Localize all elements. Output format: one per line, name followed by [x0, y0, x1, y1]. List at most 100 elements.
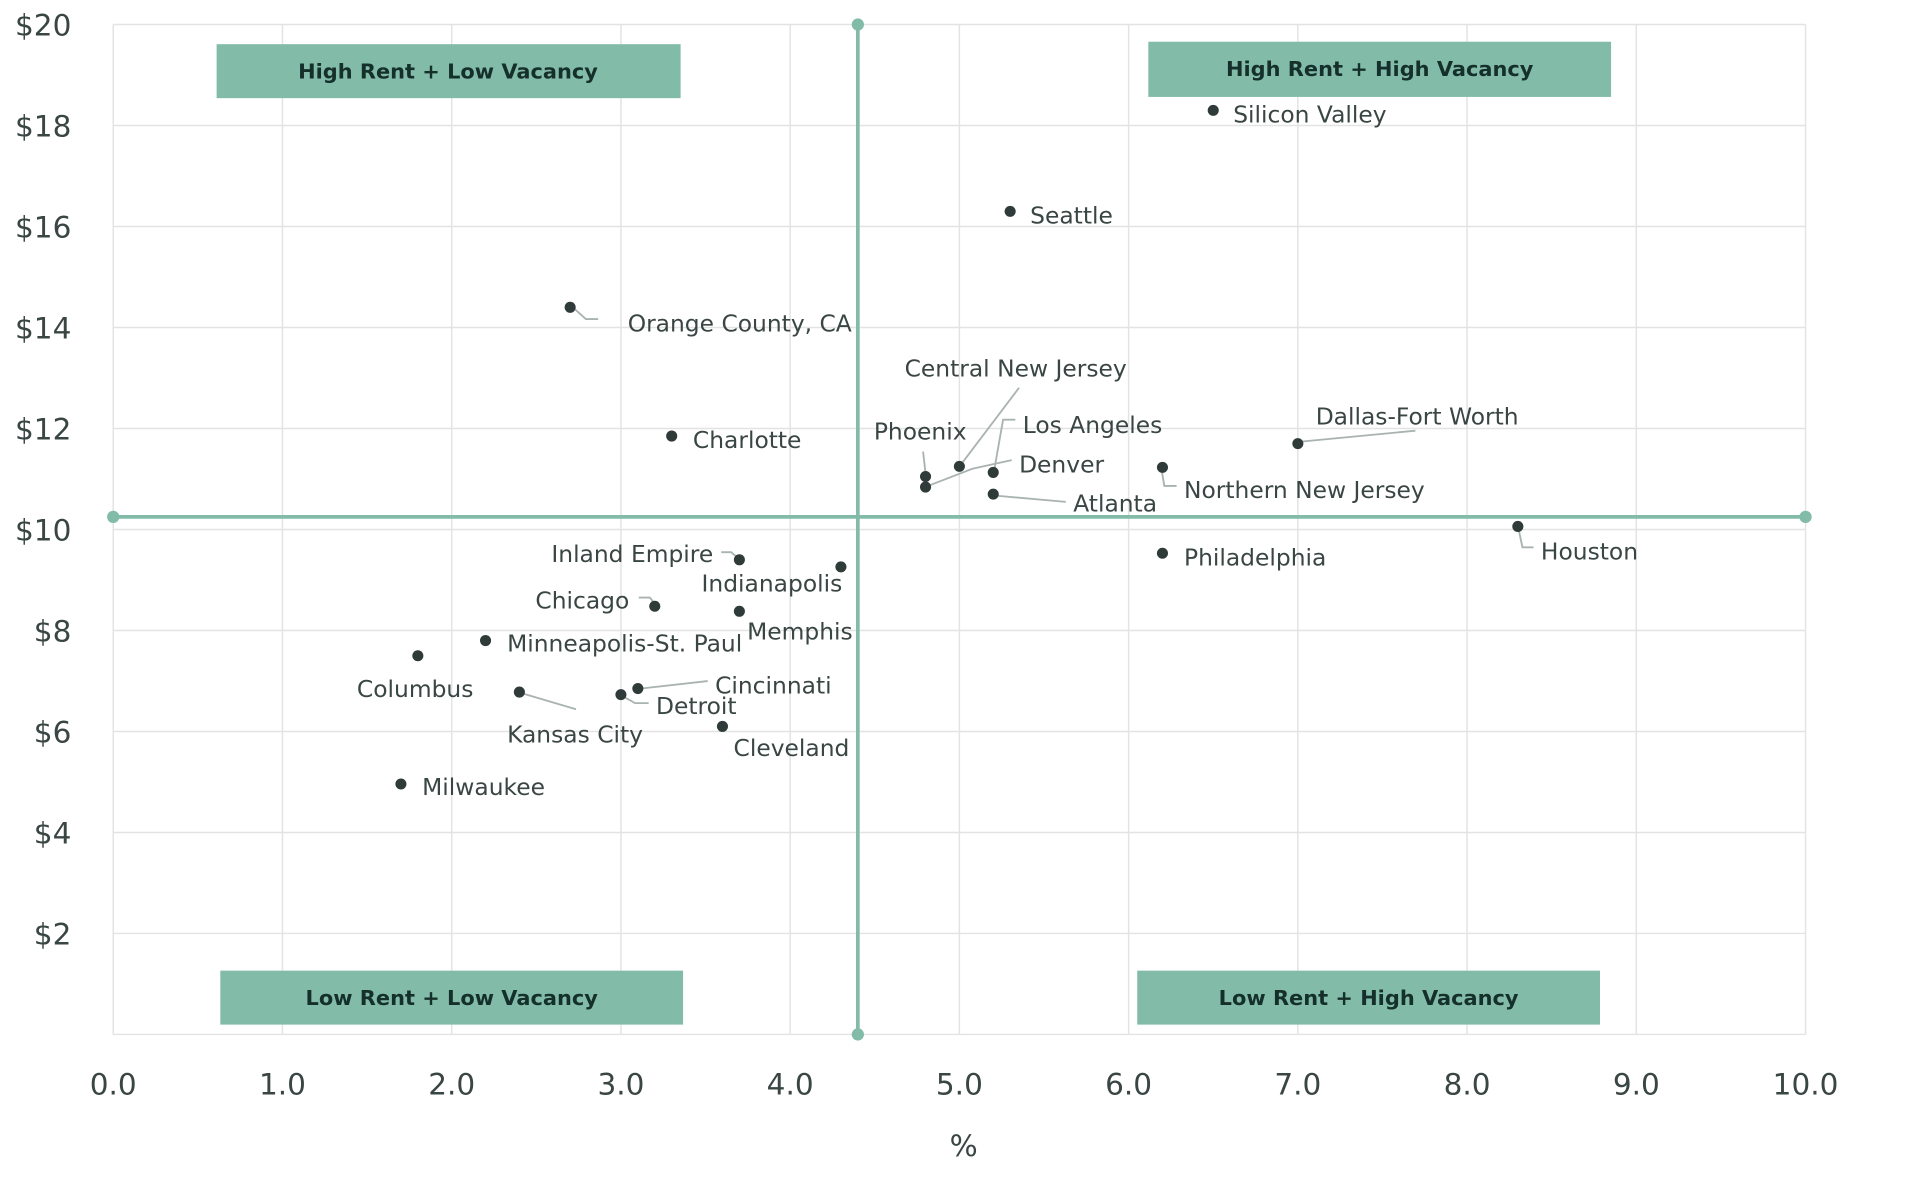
reference-line-endpoint: [1799, 510, 1812, 523]
leader-line: [521, 692, 577, 711]
data-point-group: Philadelphia: [1156, 544, 1326, 572]
quadrant-label-top-left: High Rent + Low Vacancy: [298, 60, 598, 84]
data-point-label: Detroit: [656, 692, 737, 720]
quadrant-box-bottom-right: [1137, 970, 1600, 1025]
data-point-group: Memphis: [733, 605, 853, 645]
data-point-group: Indianapolis: [702, 561, 847, 597]
x-tick-label: 10.0: [1773, 1068, 1839, 1102]
x-tick-label: 9.0: [1613, 1068, 1660, 1102]
data-point-group: Milwaukee: [395, 773, 545, 801]
leader-line: [922, 451, 927, 474]
data-point-label: Los Angeles: [1023, 411, 1163, 439]
data-point: [412, 650, 424, 662]
data-point-label: Atlanta: [1073, 490, 1157, 518]
reference-line-endpoint: [851, 1028, 864, 1041]
data-point: [1512, 520, 1524, 532]
quadrant-label-bottom-right: Low Rent + High Vacancy: [1219, 986, 1519, 1010]
x-tick-label: 8.0: [1444, 1068, 1491, 1102]
data-point-group: Columbus: [357, 650, 473, 703]
y-tick-label: $4: [34, 817, 72, 851]
reference-lines: [107, 18, 1812, 1041]
leader-line: [1517, 529, 1534, 549]
x-tick-label: 0.0: [90, 1068, 137, 1102]
leader-line: [623, 696, 649, 705]
leader-line: [572, 307, 599, 320]
data-point-group: Los Angeles: [987, 411, 1163, 478]
leader-line: [1160, 471, 1177, 487]
reference-line-endpoint: [851, 18, 864, 31]
data-point-group: Atlanta: [987, 488, 1157, 518]
data-point: [1207, 104, 1219, 116]
data-point: [920, 481, 932, 493]
data-point-label: Seattle: [1030, 201, 1113, 229]
quadrant-box-bottom-left: [220, 970, 684, 1025]
data-point-group: Inland Empire: [551, 540, 745, 568]
data-point-group: Cincinnati: [632, 671, 832, 699]
data-point-group: Seattle: [1004, 201, 1113, 229]
data-point-group: Houston: [1512, 520, 1638, 566]
data-points: Silicon Valley Seattle Orange County, CA Ch…: [357, 101, 1638, 801]
data-point: [733, 605, 745, 617]
x-tick-label: 6.0: [1105, 1068, 1152, 1102]
data-point: [920, 470, 932, 482]
data-point: [632, 683, 644, 695]
y-tick-label: $16: [15, 211, 71, 245]
x-tick-label: 5.0: [936, 1068, 983, 1102]
y-tick-label: $6: [34, 716, 72, 750]
x-tick-label: 4.0: [767, 1068, 814, 1102]
leader-line: [1299, 429, 1416, 443]
data-point-group: Central New Jersey: [905, 355, 1127, 472]
data-point: [513, 686, 525, 698]
data-point-label: Silicon Valley: [1233, 101, 1387, 129]
data-point-label: Philadelphia: [1184, 544, 1326, 572]
y-tick-label: $2: [34, 918, 72, 952]
data-point-group: Cleveland: [716, 720, 850, 762]
data-point-label: Indianapolis: [702, 569, 843, 597]
x-tick-label: 2.0: [428, 1068, 475, 1102]
data-point: [615, 689, 627, 701]
data-point: [1156, 461, 1168, 473]
y-tick-label: $14: [15, 312, 71, 346]
data-point: [1292, 438, 1304, 450]
quadrant-label-top-right: High Rent + High Vacancy: [1226, 57, 1534, 81]
data-point-group: Charlotte: [666, 426, 801, 454]
data-point: [395, 778, 407, 790]
data-point-group: Phoenix: [874, 417, 967, 482]
data-point-label: Milwaukee: [422, 773, 545, 801]
data-point-group: Chicago: [535, 587, 661, 615]
data-point: [649, 600, 661, 612]
data-point-label: Denver: [1019, 450, 1104, 478]
data-point: [564, 301, 576, 313]
y-tick-label: $10: [15, 514, 71, 548]
data-point-label: Inland Empire: [551, 540, 713, 568]
data-point-group: Denver: [920, 450, 1104, 493]
data-point: [987, 466, 999, 478]
data-point-label: Columbus: [357, 675, 473, 703]
data-point-label: Cincinnati: [715, 671, 832, 699]
quadrant-box-top-left: [216, 44, 681, 99]
reference-line-endpoint: [107, 510, 120, 523]
data-point-group: Northern New Jersey: [1156, 461, 1425, 504]
data-point-group: Detroit: [615, 689, 737, 720]
leader-line: [996, 494, 1066, 503]
y-tick-label: $8: [34, 615, 72, 649]
data-point: [835, 561, 847, 573]
leader-line: [927, 459, 1012, 487]
data-point-label: Northern New Jersey: [1184, 476, 1425, 504]
data-point-label: Houston: [1541, 538, 1638, 566]
y-tick-label: $20: [15, 9, 71, 43]
data-point: [987, 488, 999, 500]
quadrant-label-bottom-left: Low Rent + Low Vacancy: [306, 986, 599, 1010]
data-point: [733, 554, 745, 566]
data-point-group: Orange County, CA: [564, 301, 852, 337]
data-point-label: Dallas-Fort Worth: [1316, 403, 1519, 431]
data-point-label: Phoenix: [874, 417, 967, 445]
x-tick-label: 7.0: [1274, 1068, 1321, 1102]
data-point-label: Memphis: [747, 617, 853, 645]
quadrant-labels: High Rent + Low Vacancy High Rent + High…: [216, 41, 1612, 1025]
data-point-label: Cleveland: [734, 734, 850, 762]
leader-line: [993, 418, 1016, 469]
x-axis-label: %: [950, 1129, 978, 1163]
leader-line: [642, 680, 708, 690]
